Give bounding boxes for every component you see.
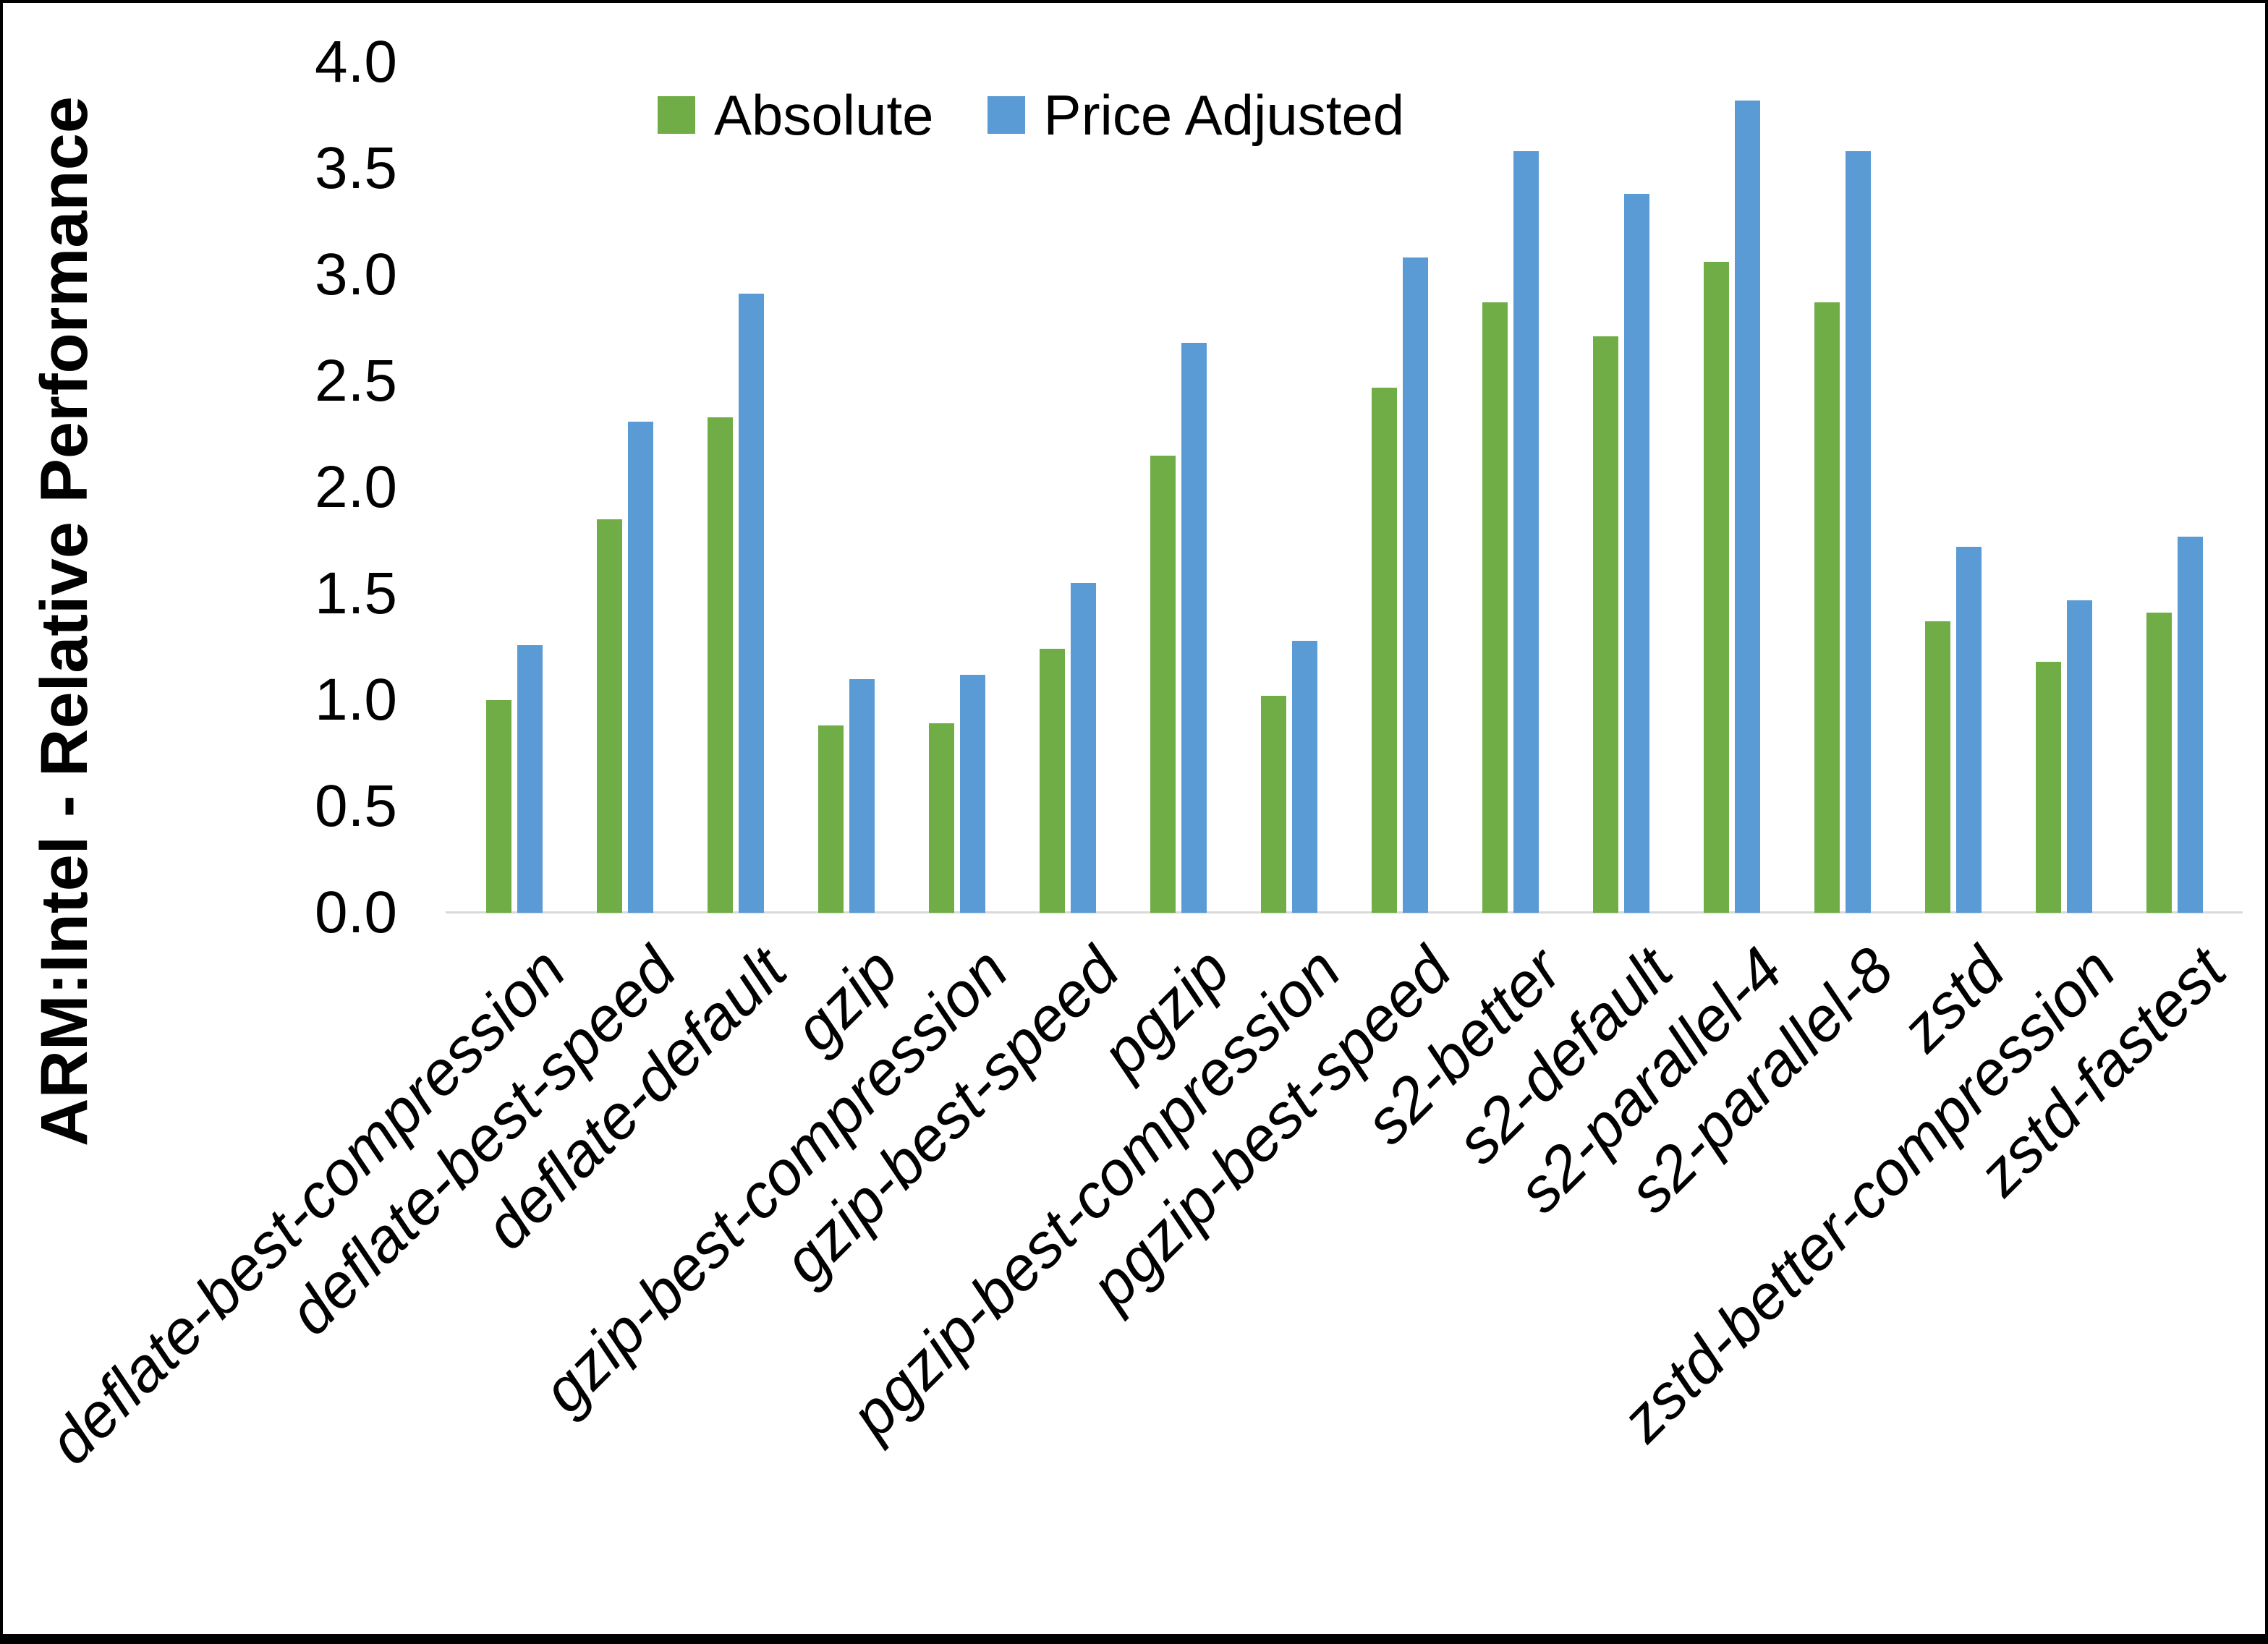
bar-absolute-zstd [1924, 621, 1950, 913]
bar-price-adjusted-s2-default [1623, 194, 1649, 913]
legend: Absolute Price Adjusted [658, 75, 1404, 155]
bar-absolute-gzip-best-compression [928, 723, 954, 913]
bar-absolute-s2-default [1592, 336, 1618, 913]
bar-price-adjusted-deflate-best-compression [517, 644, 543, 913]
bar-price-adjusted-pgzip-best-speed [1402, 257, 1428, 913]
bar-absolute-s2-parallel-4 [1703, 262, 1729, 913]
bar-absolute-deflate-best-speed [596, 519, 622, 913]
bar-price-adjusted-pgzip [1181, 343, 1207, 913]
bar-price-adjusted-gzip [849, 678, 875, 913]
bar-price-adjusted-s2-parallel-8 [1845, 151, 1871, 913]
legend-swatch-absolute [658, 96, 695, 134]
y-tick-label-0.0: 0.0 [315, 880, 397, 945]
bar-price-adjusted-gzip-best-speed [1070, 583, 1096, 913]
bar-absolute-pgzip-best-compression [1260, 696, 1286, 913]
y-tick-label-3.5: 3.5 [315, 135, 397, 201]
bar-absolute-pgzip-best-speed [1371, 387, 1397, 913]
bar-price-adjusted-zstd-fastest [2177, 536, 2203, 913]
bar-price-adjusted-s2-better [1513, 151, 1539, 913]
bar-price-adjusted-deflate-best-speed [627, 421, 653, 913]
y-tick-label-3.0: 3.0 [315, 242, 397, 307]
bar-absolute-deflate-best-compression [485, 700, 511, 913]
bar-absolute-s2-parallel-8 [1814, 302, 1840, 913]
legend-item-absolute: Absolute [658, 87, 934, 143]
legend-swatch-price-adjusted [987, 96, 1025, 134]
y-tick-label-1.5: 1.5 [315, 561, 397, 626]
y-tick-label-1.0: 1.0 [315, 667, 397, 733]
y-tick-label-0.5: 0.5 [315, 773, 397, 839]
bar-price-adjusted-zstd [1955, 547, 1982, 913]
plot-area: 0.0 0.5 1.0 1.5 2.0 2.5 3.0 3.5 4.0 deflate-best-… [3, 3, 2265, 1634]
y-tick-label-4.0: 4.0 [315, 29, 397, 95]
bar-price-adjusted-pgzip-best-compression [1291, 640, 1317, 913]
bar-absolute-gzip [817, 725, 844, 913]
bar-price-adjusted-gzip-best-compression [959, 674, 985, 913]
bar-absolute-zstd-fastest [2146, 613, 2172, 913]
bar-absolute-deflate-default [707, 417, 733, 913]
bar-absolute-s2-better [1482, 302, 1508, 913]
bar-absolute-pgzip [1150, 455, 1176, 913]
bar-price-adjusted-s2-parallel-4 [1734, 100, 1760, 913]
y-tick-label-2.0: 2.0 [315, 454, 397, 520]
y-tick-label-2.5: 2.5 [315, 348, 397, 414]
bar-price-adjusted-deflate-default [738, 294, 764, 913]
bar-absolute-zstd-better-compression [2035, 662, 2061, 913]
legend-label-price-adjusted: Price Adjusted [1043, 83, 1405, 147]
bar-absolute-gzip-best-speed [1039, 649, 1065, 913]
legend-item-price-adjusted: Price Adjusted [987, 83, 1405, 147]
x-axis-line [446, 911, 2243, 913]
bar-price-adjusted-zstd-better-compression [2066, 600, 2092, 913]
legend-label-absolute: Absolute [714, 83, 934, 147]
